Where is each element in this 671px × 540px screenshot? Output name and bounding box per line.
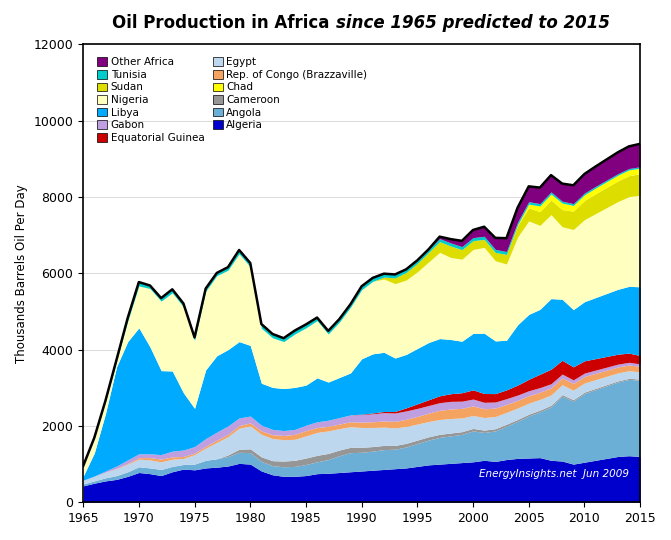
Y-axis label: Thousands Barrels Oil Per Day: Thousands Barrels Oil Per Day (15, 184, 28, 363)
Text: Oil Production in Africa: Oil Production in Africa (112, 14, 336, 31)
Text: EnergyInsights.net  Jun 2009: EnergyInsights.net Jun 2009 (479, 469, 629, 480)
Text: since 1965 predicted to 2015: since 1965 predicted to 2015 (336, 14, 609, 31)
Legend: Other Africa, Tunisia, Sudan, Nigeria, Libya, Gabon, Equatorial Guinea, Egypt, R: Other Africa, Tunisia, Sudan, Nigeria, L… (94, 54, 370, 146)
